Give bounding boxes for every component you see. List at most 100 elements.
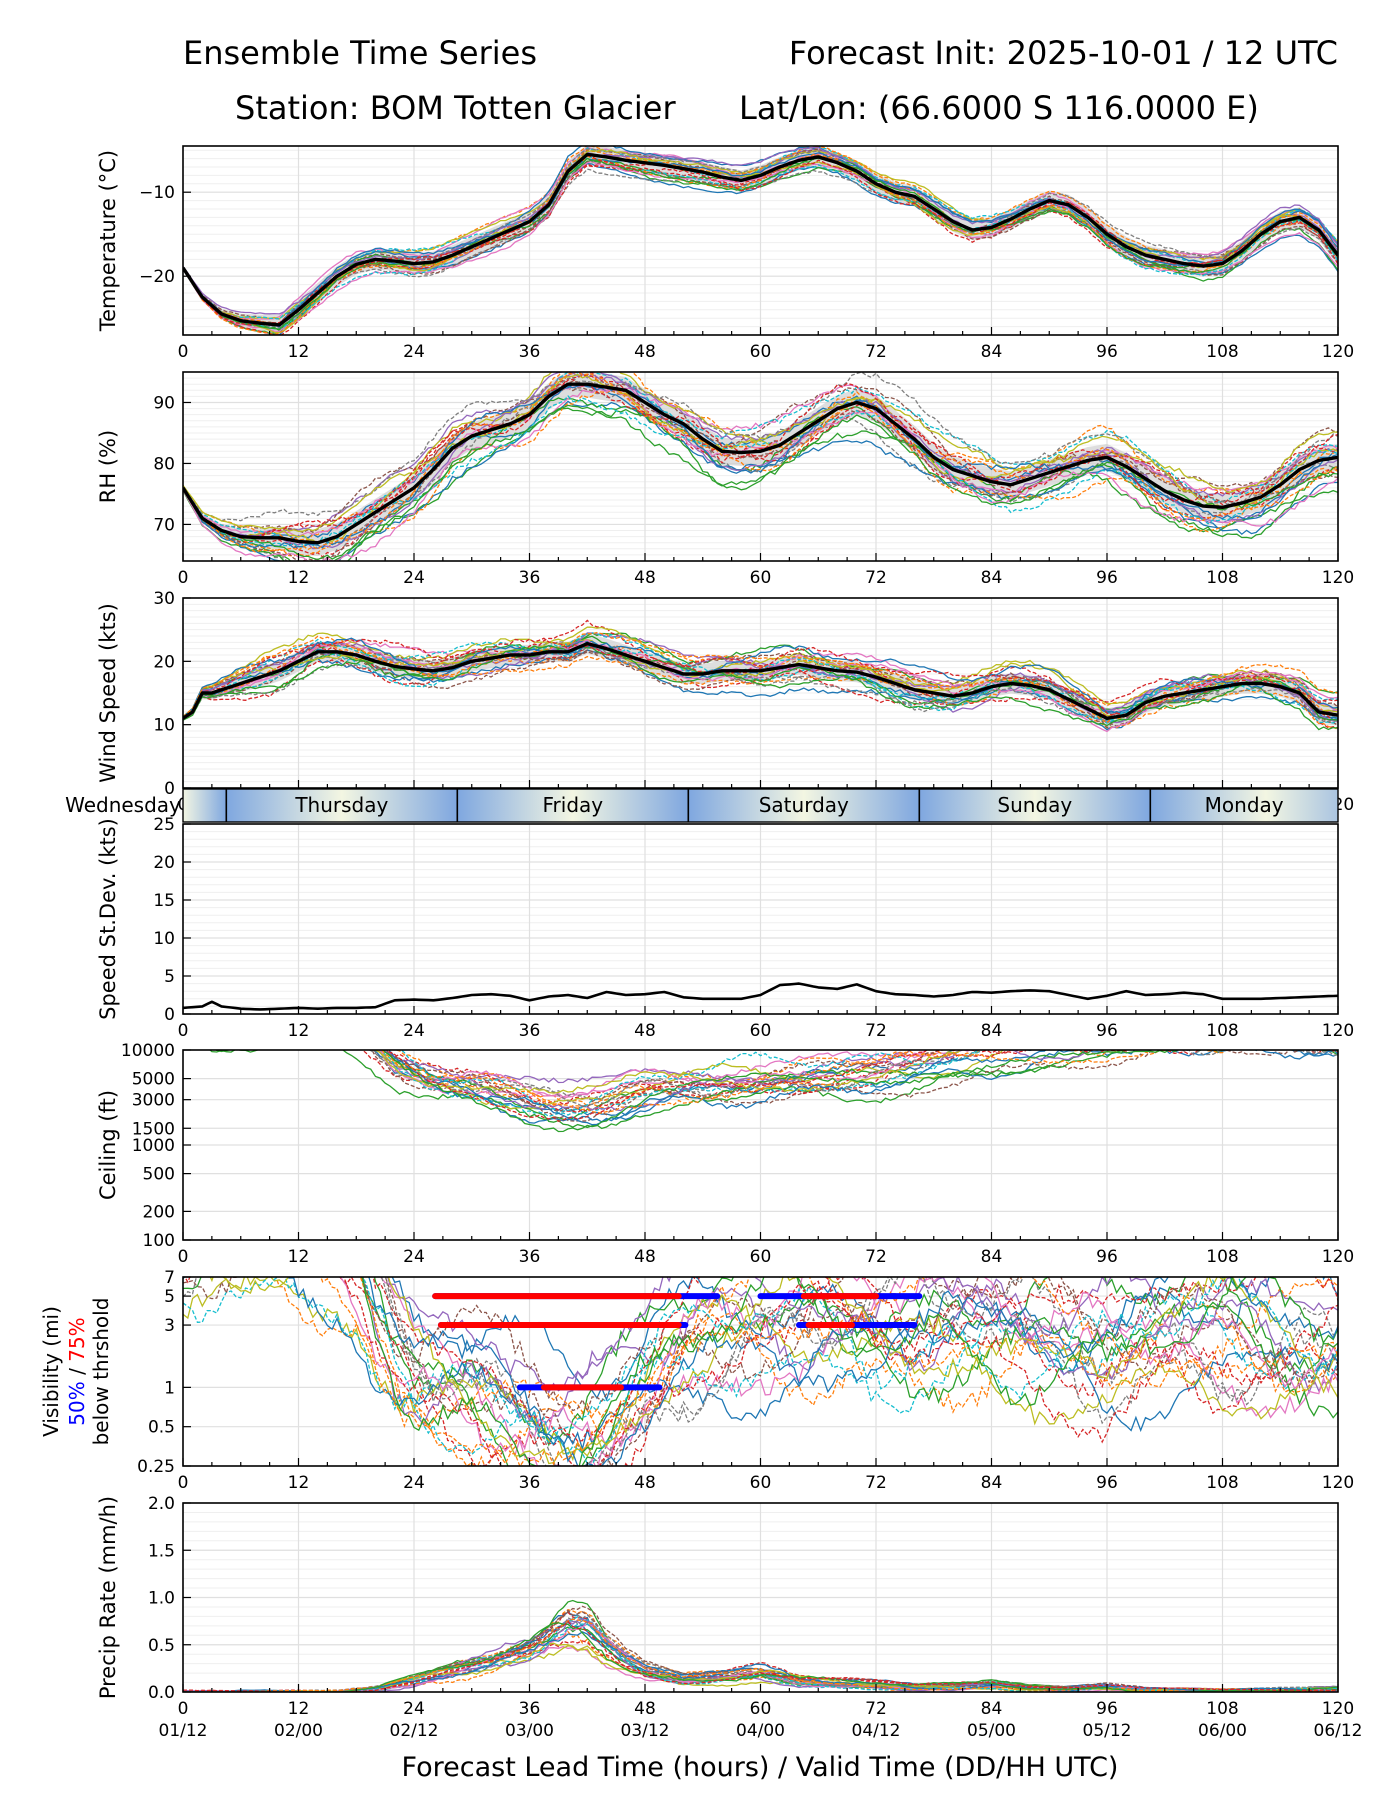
member-line — [372, 1277, 1338, 1442]
x-tick-label: 48 — [634, 1473, 656, 1493]
x-tick-label: 24 — [403, 1473, 425, 1493]
day-cell — [457, 789, 689, 822]
y-tick-label: 5 — [164, 1287, 175, 1307]
legend-75-pct: 75% — [65, 1317, 89, 1361]
plot-area — [183, 1277, 1338, 1466]
member-line — [183, 383, 1338, 534]
ensemble-mean-line — [183, 982, 1338, 1011]
ensemble-mean-line — [183, 152, 1338, 327]
member-line — [183, 642, 1338, 729]
plot-area — [183, 982, 1338, 1011]
y-tick-label: 1.5 — [148, 1541, 175, 1561]
ensemble-mean-line — [183, 382, 1338, 545]
panel-temperature: 0 12 24 36 48 60 72 84 96 108 120 −10 −20 Temperature… — [96, 145, 1354, 362]
member-line — [183, 157, 1338, 330]
valid-time-label: 02/00 — [274, 1721, 323, 1741]
valid-time-label: 02/12 — [390, 1721, 439, 1741]
member-line — [373, 1277, 1338, 1447]
x-tick-label: 72 — [865, 342, 887, 362]
member-line — [214, 1050, 1338, 1121]
x-tick-label: 24 — [403, 1247, 425, 1267]
y-tick-label: 70 — [153, 515, 175, 535]
y-tick-label: 3 — [164, 1316, 175, 1336]
member-line — [183, 1618, 1338, 1692]
x-tick-label: 96 — [1096, 1247, 1118, 1267]
x-tick-label: 72 — [865, 1473, 887, 1493]
x-tick-label: 60 — [750, 342, 772, 362]
x-tick-label: 72 — [865, 1699, 887, 1719]
x-tick-label: 48 — [634, 342, 656, 362]
member-line — [209, 1277, 1338, 1465]
y-tick-label: 1.0 — [148, 1589, 175, 1609]
valid-time-label: 04/12 — [852, 1721, 901, 1741]
plot-area — [183, 1599, 1338, 1692]
valid-time-label: 06/12 — [1314, 1721, 1363, 1741]
x-tick-label: 96 — [1096, 342, 1118, 362]
y-tick-label: 0 — [164, 779, 175, 799]
x-tick-label: 0 — [178, 342, 189, 362]
x-tick-label: 60 — [750, 568, 772, 588]
plot-area — [183, 619, 1338, 733]
y-tick-label: 80 — [153, 454, 175, 474]
day-cell — [226, 789, 458, 822]
member-line — [362, 1277, 1338, 1428]
y-tick-label: 3000 — [132, 1091, 175, 1111]
y-axis-label-percent: 50% / 75% — [65, 1317, 89, 1425]
member-line — [184, 1277, 1338, 1466]
y-tick-label: 90 — [153, 393, 175, 413]
day-label: Friday — [543, 793, 604, 817]
member-line — [382, 1050, 1204, 1133]
member-line — [384, 1277, 1338, 1466]
x-tick-label: 120 — [1322, 1247, 1354, 1267]
member-line — [183, 374, 1338, 539]
member-line — [183, 645, 1338, 723]
member-line — [387, 1050, 1338, 1126]
day-cell — [183, 789, 227, 822]
x-tick-label: 96 — [1096, 1021, 1118, 1041]
valid-time-label: 01/12 — [159, 1721, 208, 1741]
title-left-line1: Ensemble Time Series — [183, 34, 537, 72]
member-line — [183, 637, 1338, 718]
member-line — [371, 1050, 1301, 1122]
y-tick-label: 0.5 — [148, 1418, 175, 1438]
x-tick-label: 48 — [634, 1021, 656, 1041]
y-tick-label: 30 — [153, 589, 175, 609]
x-tick-label: 120 — [1322, 1473, 1354, 1493]
valid-time-label: 05/00 — [967, 1721, 1016, 1741]
x-tick-label: 108 — [1206, 1473, 1238, 1493]
x-tick-label: 36 — [519, 568, 541, 588]
day-cells — [183, 789, 1338, 822]
member-line — [361, 1277, 1338, 1466]
y-tick-label: 25 — [153, 815, 175, 835]
member-line — [340, 1277, 1338, 1457]
y-tick-label: 5000 — [132, 1070, 175, 1090]
member-line — [390, 1050, 916, 1110]
y-tick-label: 200 — [143, 1202, 175, 1222]
member-line — [379, 1050, 973, 1098]
x-tick-label: 108 — [1206, 568, 1238, 588]
x-tick-label: 60 — [750, 1021, 772, 1041]
x-tick-label: 120 — [1322, 1021, 1354, 1041]
x-tick-label: 0 — [178, 568, 189, 588]
y-tick-label: 5 — [164, 967, 175, 987]
title-right-line2: Lat/Lon: (66.6000 S 116.0000 E) — [739, 89, 1259, 127]
panel-rh: 0 12 24 36 48 60 72 84 96 108 120 90 80 70 RH (%) — [96, 371, 1354, 588]
day-cell — [919, 789, 1151, 822]
y-tick-label: 10 — [153, 929, 175, 949]
x-tick-label: 108 — [1206, 1247, 1238, 1267]
x-tick-label: 60 — [750, 1247, 772, 1267]
day-cell — [688, 789, 920, 822]
member-line — [379, 1277, 1338, 1466]
y-tick-label: 1500 — [132, 1119, 175, 1139]
member-line — [183, 1277, 1338, 1413]
x-tick-label: 12 — [288, 1699, 310, 1719]
x-tick-label: 96 — [1096, 568, 1118, 588]
x-tick-label: 12 — [288, 1473, 310, 1493]
x-tick-label: 84 — [981, 1247, 1003, 1267]
y-tick-label: 0.25 — [137, 1457, 175, 1477]
plot-area — [183, 372, 1338, 561]
x-tick-label: 72 — [865, 568, 887, 588]
y-tick-label: 7 — [164, 1268, 175, 1288]
x-tick-label: 24 — [403, 342, 425, 362]
x-tick-label: 0 — [178, 1247, 189, 1267]
